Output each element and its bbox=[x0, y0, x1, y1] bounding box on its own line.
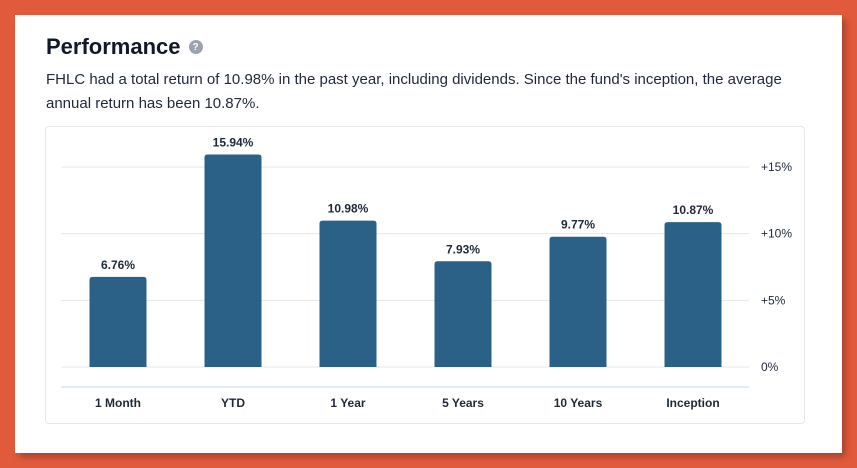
bar-value-label: 9.77% bbox=[561, 218, 595, 232]
performance-card: Performance ? FHLC had a total return of… bbox=[15, 15, 842, 453]
bar bbox=[204, 154, 262, 367]
x-tick-label: 5 Years bbox=[442, 396, 484, 410]
bar-value-label: 6.76% bbox=[101, 258, 135, 272]
y-tick-label: +5% bbox=[761, 293, 786, 307]
bar-value-label: 10.87% bbox=[673, 203, 714, 217]
y-tick-label: +10% bbox=[761, 227, 792, 241]
performance-description: FHLC had a total return of 10.98% in the… bbox=[46, 71, 782, 112]
help-icon[interactable]: ? bbox=[188, 40, 203, 54]
performance-chart-panel: 0% +5% +10% +15% 6.76% 1 Month 15.94% YTD 10.98%… bbox=[45, 126, 805, 424]
performance-bar-chart: 0% +5% +10% +15% 6.76% 1 Month 15.94% YTD 10.98%… bbox=[61, 135, 792, 410]
bar bbox=[319, 220, 377, 367]
bar bbox=[434, 261, 492, 367]
performance-heading: Performance ? bbox=[46, 34, 203, 60]
bar bbox=[89, 276, 147, 367]
bar-value-label: 15.94% bbox=[213, 135, 254, 149]
bar bbox=[664, 222, 722, 367]
bar-value-label: 10.98% bbox=[328, 202, 369, 216]
x-tick-label: 1 Year bbox=[330, 396, 365, 410]
bar bbox=[549, 236, 607, 367]
x-tick-label: Inception bbox=[666, 396, 719, 410]
y-tick-label: 0% bbox=[761, 360, 779, 374]
x-tick-label: 10 Years bbox=[554, 396, 603, 410]
page-title: Performance bbox=[46, 34, 181, 59]
bar-value-label: 7.93% bbox=[446, 242, 480, 256]
x-tick-label: YTD bbox=[221, 396, 245, 410]
x-tick-label: 1 Month bbox=[95, 396, 141, 410]
y-tick-label: +15% bbox=[761, 160, 792, 174]
